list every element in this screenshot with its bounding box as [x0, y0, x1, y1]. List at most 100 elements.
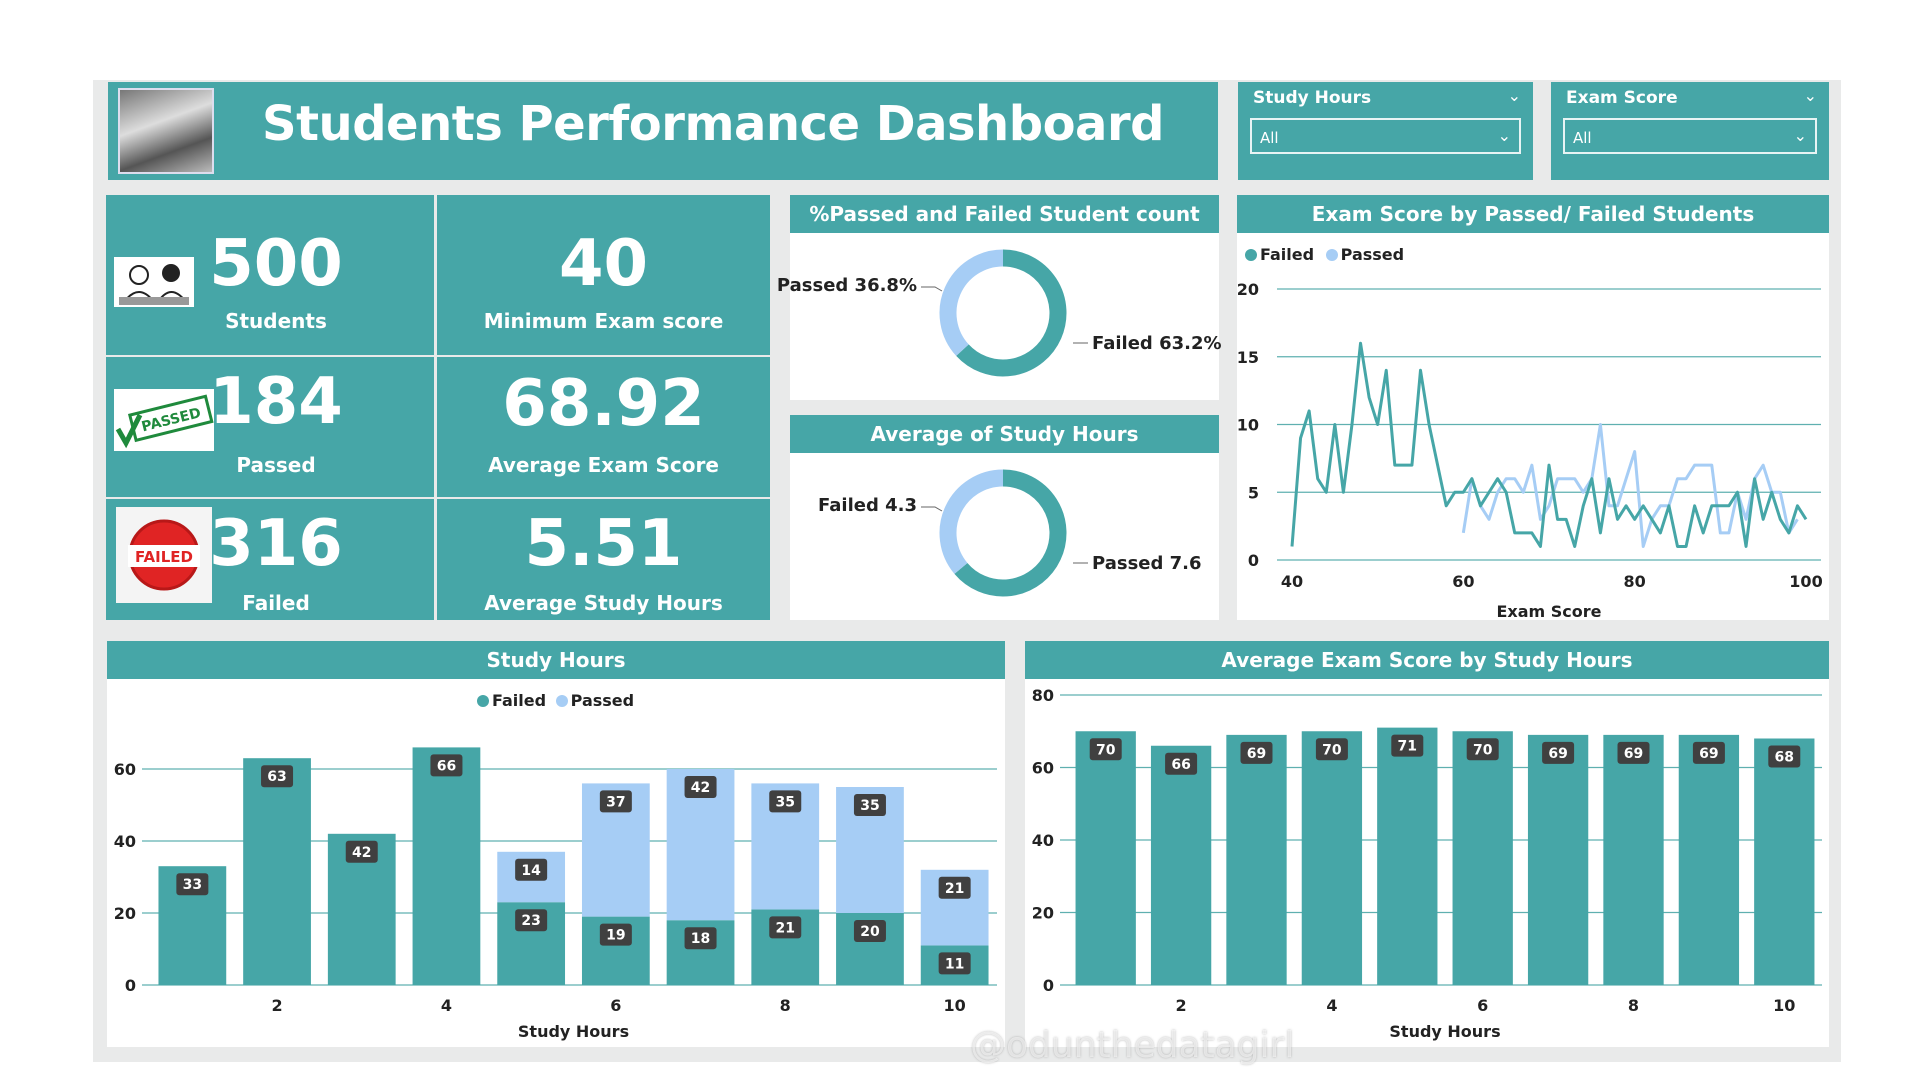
x-axis-title: Study Hours [1389, 1022, 1500, 1041]
chevron-down-icon: ⌄ [1793, 126, 1807, 145]
data-label: 66 [437, 758, 456, 774]
x-tick-label: 4 [1326, 996, 1337, 1015]
data-label: 71 [1398, 739, 1417, 755]
y-tick-label: 0 [1043, 976, 1054, 995]
bar-average-exam-score [1150, 745, 1212, 985]
legend-item-passed[interactable]: Passed [1325, 245, 1404, 264]
dropdown-value: All [1573, 129, 1592, 147]
y-tick-label: 60 [114, 760, 136, 779]
data-label: 18 [691, 931, 710, 947]
data-label-box [1692, 741, 1725, 764]
bar-average-exam-score [1226, 734, 1287, 985]
study-hours-slicer[interactable]: Study Hours ⌄ All ⌄ [1238, 82, 1533, 180]
kpi-students: 500 Students [106, 195, 434, 355]
exam-score-slicer[interactable]: Exam Score ⌄ All ⌄ [1551, 82, 1829, 180]
data-label: 70 [1473, 742, 1493, 758]
data-label: 70 [1322, 742, 1342, 758]
card-title: Average of Study Hours [790, 415, 1219, 453]
data-label-box [1089, 738, 1122, 761]
slicer-label: Study Hours [1253, 88, 1372, 108]
data-label-box [1617, 741, 1650, 764]
x-tick-label: 8 [1628, 996, 1639, 1015]
data-label: 21 [776, 920, 795, 936]
bar-average-exam-score [1603, 734, 1664, 985]
chevron-down-icon[interactable]: ⌄ [1507, 86, 1521, 105]
data-label-box [1165, 752, 1198, 775]
study-hours-bar-card: Study Hours Failed Passed 0 20 40 60 33 63 2 42… [107, 641, 1005, 1047]
x-tick-label: 60 [1452, 572, 1474, 591]
data-label: 11 [945, 956, 964, 972]
dropdown-value: All [1260, 129, 1279, 147]
x-tick-label: 8 [780, 996, 791, 1015]
passed-stamp-icon: PASSED [114, 389, 214, 451]
legend-item-passed[interactable]: Passed [555, 691, 634, 710]
failed-stamp-icon: FAILED [116, 507, 212, 603]
data-label-box [1315, 738, 1348, 761]
kpi-value: 5.51 [524, 507, 683, 581]
data-label-box [1240, 741, 1273, 764]
data-label: 42 [352, 845, 371, 861]
x-tick-label: 4 [441, 996, 452, 1015]
x-tick-label: 10 [944, 996, 966, 1015]
data-label-box [599, 790, 632, 813]
kpi-avg-study-hours: 5.51 Average Study Hours [437, 499, 770, 620]
data-label-box [1768, 745, 1801, 768]
x-tick-label: 40 [1281, 572, 1303, 591]
avg-study-hours-donut-card: Average of Study Hours Failed 4.3 Passed… [790, 415, 1219, 620]
stacked-bar-chart: 0 20 40 60 33 63 2 42 66 4 23 14 19 37 6 18 42 21 35 8 20 35 1… [114, 747, 997, 1041]
avg-score-bar-card: Average Exam Score by Study Hours 0 20 40 6… [1025, 641, 1829, 1047]
kpi-value: 184 [209, 365, 343, 439]
donut-label-failed: Failed 63.2% [1092, 333, 1222, 354]
data-label: 63 [267, 769, 286, 785]
data-label-box [515, 909, 548, 932]
y-tick-label: 5 [1248, 483, 1259, 502]
bar-average-exam-score [1075, 731, 1136, 985]
data-label: 19 [606, 928, 625, 944]
exam-score-line-card: Exam Score by Passed/ Failed Students Fa… [1237, 195, 1829, 620]
data-label-box [1542, 741, 1575, 764]
data-label: 69 [1624, 746, 1643, 762]
data-label-box [769, 916, 802, 939]
svg-text:FAILED: FAILED [135, 548, 193, 566]
y-tick-label: 60 [1032, 759, 1054, 778]
data-label: 35 [776, 794, 795, 810]
data-label-box [769, 790, 802, 813]
data-label: 42 [691, 780, 710, 796]
y-tick-label: 40 [114, 832, 136, 851]
legend-item-failed[interactable]: Failed [477, 691, 546, 710]
card-title: Exam Score by Passed/ Failed Students [1237, 195, 1829, 233]
card-title: Average Exam Score by Study Hours [1025, 641, 1829, 679]
kpi-label: Students [225, 309, 327, 333]
donut-chart [921, 469, 1088, 597]
donut-chart [921, 249, 1088, 377]
x-tick-label: 2 [271, 996, 282, 1015]
y-tick-label: 0 [1248, 551, 1259, 570]
legend-item-failed[interactable]: Failed [1245, 245, 1314, 264]
line-chart: 0 5 10 15 20 40 60 80 100 Exam Score [1237, 280, 1823, 620]
donut-label-passed: Passed 7.6 [1092, 553, 1202, 574]
data-label: 69 [1699, 746, 1718, 762]
data-label-box [684, 927, 717, 950]
donut-slice-failed [956, 249, 1067, 377]
kpi-avg-score: 68.92 Average Exam Score [437, 357, 770, 497]
study-hours-dropdown[interactable]: All ⌄ [1250, 118, 1521, 154]
data-label-box [261, 765, 294, 788]
line-series-failed [1290, 341, 1808, 548]
data-label: 14 [521, 863, 541, 879]
exam-score-dropdown[interactable]: All ⌄ [1563, 118, 1817, 154]
chevron-down-icon[interactable]: ⌄ [1803, 86, 1817, 105]
data-label-box [515, 858, 548, 881]
data-label-box [176, 873, 209, 896]
data-label-box [1466, 738, 1499, 761]
data-label-box [938, 952, 971, 975]
kpi-value: 68.92 [502, 367, 705, 441]
y-tick-label: 0 [125, 976, 136, 995]
y-tick-label: 20 [1032, 904, 1054, 923]
data-label: 37 [606, 794, 625, 810]
x-tick-label: 80 [1624, 572, 1646, 591]
bar-failed [243, 758, 311, 985]
kpi-value: 40 [558, 227, 649, 301]
data-label: 20 [860, 924, 880, 940]
y-tick-label: 40 [1032, 831, 1054, 850]
bar-average-exam-score [1754, 738, 1815, 985]
